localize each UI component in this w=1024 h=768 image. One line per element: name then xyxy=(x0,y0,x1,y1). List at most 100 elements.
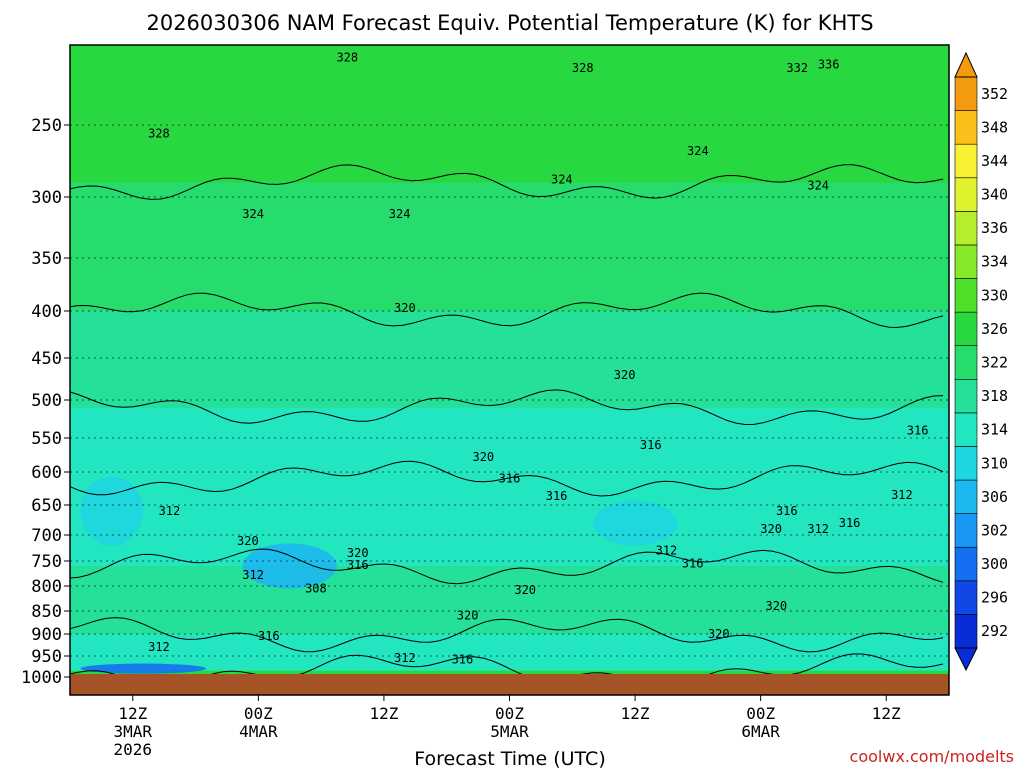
x-tick-label: 12Z xyxy=(369,704,398,723)
contour-label-10: 320 xyxy=(394,301,416,315)
colorbar-band-326 xyxy=(954,311,978,347)
y-tick-label: 1000 xyxy=(21,668,62,688)
colorbar-arrow-top xyxy=(954,51,978,78)
x-tick-label: 00Z xyxy=(746,704,775,723)
x-tick-label: 6MAR xyxy=(741,722,780,741)
y-tick-label: 950 xyxy=(31,647,62,667)
contour-label-6: 324 xyxy=(551,173,573,187)
contour-line-0 xyxy=(70,164,944,200)
contour-label-21: 312 xyxy=(242,568,264,582)
cool-pocket-0 xyxy=(242,543,337,589)
cool-pocket-1 xyxy=(80,476,144,546)
y-tick-label: 850 xyxy=(31,602,62,622)
contour-label-15: 316 xyxy=(499,472,521,486)
theta-zone-6 xyxy=(70,634,949,671)
colorbar-band-340 xyxy=(954,177,978,212)
colorbar-band-302 xyxy=(954,513,978,548)
y-tick-label: 800 xyxy=(31,577,62,597)
y-tick-label: 450 xyxy=(31,349,62,369)
colorbar-label: 292 xyxy=(981,622,1008,640)
y-tick-label: 350 xyxy=(31,249,62,269)
contour-label-30: 312 xyxy=(807,522,829,536)
y-tick-label: 600 xyxy=(31,463,62,483)
y-tick-label: 300 xyxy=(31,188,62,208)
colorbar-label: 300 xyxy=(981,555,1008,573)
contour-label-32: 312 xyxy=(891,488,913,502)
colorbar-label: 334 xyxy=(981,253,1008,271)
x-tick-label: 12Z xyxy=(872,704,901,723)
contour-label-5: 324 xyxy=(687,144,709,158)
colorbar: 292 296 300 302 306 310 314 318 322 326 330 334 336 3… xyxy=(954,51,1008,672)
colorbar-label: 336 xyxy=(981,219,1008,237)
colorbar-band-292 xyxy=(954,614,978,649)
colorbar-label: 352 xyxy=(981,85,1008,103)
contour-line-3 xyxy=(70,460,944,497)
theta-zone-0 xyxy=(70,45,949,183)
contour-label-34: 316 xyxy=(258,629,280,643)
contour-label-7: 324 xyxy=(242,207,264,221)
theta-zone-1 xyxy=(70,182,949,311)
colorbar-band-296 xyxy=(954,580,978,615)
contour-label-29: 316 xyxy=(776,504,798,518)
contour-label-19: 320 xyxy=(347,546,369,560)
colorbar-label: 318 xyxy=(981,387,1008,405)
contour-label-8: 324 xyxy=(389,207,411,221)
contour-label-2: 332 xyxy=(786,61,808,75)
contour-label-9: 324 xyxy=(807,178,829,192)
y-tick-label: 700 xyxy=(31,526,62,546)
x-tick-label: 5MAR xyxy=(490,722,529,741)
contour-label-11: 320 xyxy=(614,368,636,382)
contour-label-3: 336 xyxy=(818,58,840,72)
contour-label-13: 316 xyxy=(640,438,662,452)
theta-zones xyxy=(70,45,949,671)
colorbar-label: 310 xyxy=(981,454,1008,472)
colorbar-band-318 xyxy=(954,378,978,414)
contour-label-28: 320 xyxy=(760,522,782,536)
x-axis-label: Forecast Time (UTC) xyxy=(414,748,605,768)
colorbar-band-300 xyxy=(954,546,978,582)
colorbar-label: 314 xyxy=(981,421,1008,439)
x-tick-label: 12Z xyxy=(118,704,147,723)
colorbar-label: 322 xyxy=(981,354,1008,372)
theta-zone-4 xyxy=(70,478,949,566)
terrain-surface xyxy=(70,674,949,695)
contour-label-37: 316 xyxy=(452,652,474,666)
contour-line-6 xyxy=(70,653,944,690)
contour-label-35: 312 xyxy=(148,640,170,654)
theta-zone-5 xyxy=(70,566,949,634)
colorbar-label: 302 xyxy=(981,521,1008,539)
colorbar-label: 330 xyxy=(981,286,1008,304)
y-tick-label: 650 xyxy=(31,496,62,516)
credit-text: coolwx.com/modelts xyxy=(850,747,1014,766)
colorbar-label: 306 xyxy=(981,488,1008,506)
colorbar-label: 348 xyxy=(981,118,1008,136)
x-tick-label: 2026 xyxy=(114,740,153,759)
colorbar-band-314 xyxy=(954,412,978,447)
colorbar-band-348 xyxy=(954,110,978,145)
contour-label-25: 320 xyxy=(514,583,536,597)
colorbar-band-306 xyxy=(954,479,978,514)
y-tick-label: 250 xyxy=(31,116,62,136)
colorbar-band-322 xyxy=(954,345,978,380)
contour-label-14: 316 xyxy=(907,423,929,437)
colorbar-label: 340 xyxy=(981,186,1008,204)
contour-label-36: 312 xyxy=(394,651,416,665)
colorbar-band-336 xyxy=(954,211,978,246)
contour-label-0: 328 xyxy=(336,50,358,64)
cool-pocket-2 xyxy=(80,663,207,674)
contour-label-16: 316 xyxy=(546,489,568,503)
colorbar-label: 326 xyxy=(981,320,1008,338)
x-tick-label: 4MAR xyxy=(239,722,278,741)
cool-pockets xyxy=(80,476,677,674)
x-tick-label: 12Z xyxy=(621,704,650,723)
y-tick-label: 500 xyxy=(31,391,62,411)
y-axis: 250 300 350 400 450 500 550 600 650 700 750 800 850 9… xyxy=(21,116,70,688)
contour-label-18: 320 xyxy=(237,534,259,548)
colorbar-arrow-bottom xyxy=(954,647,978,672)
contour-label-31: 316 xyxy=(839,516,861,530)
x-tick-label: 00Z xyxy=(244,704,273,723)
contour-label-4: 328 xyxy=(148,127,170,141)
